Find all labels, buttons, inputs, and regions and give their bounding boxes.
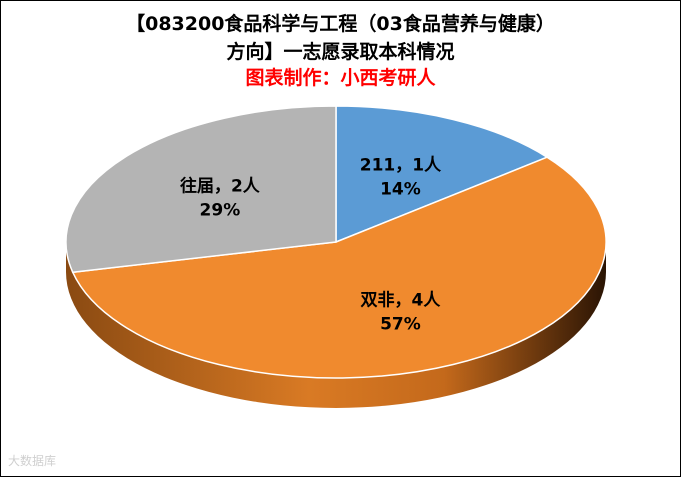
pie-slice-1: [71, 156, 607, 379]
slice-percent-2: 29%: [200, 200, 241, 220]
chart-title-line1: 【083200食品科学与工程（03食品营养与健康）: [126, 13, 555, 35]
slice-percent-0: 14%: [380, 180, 421, 200]
pie-side-face: [66, 242, 606, 408]
slice-label-2: 往届，2人: [180, 175, 261, 196]
pie-slice-0: [335, 105, 549, 244]
chart-title-line2: 方向】一志愿录取本科情况: [226, 41, 455, 63]
slice-label-0: 211，1人: [360, 156, 442, 176]
chart-subtitle: 图表制作：小西考研人: [245, 67, 436, 89]
watermark: 大数据库: [8, 454, 57, 468]
slice-label-1: 双非，4人: [361, 289, 442, 310]
slice-percent-1: 57%: [380, 314, 421, 334]
pie-slice-2: [65, 105, 337, 274]
